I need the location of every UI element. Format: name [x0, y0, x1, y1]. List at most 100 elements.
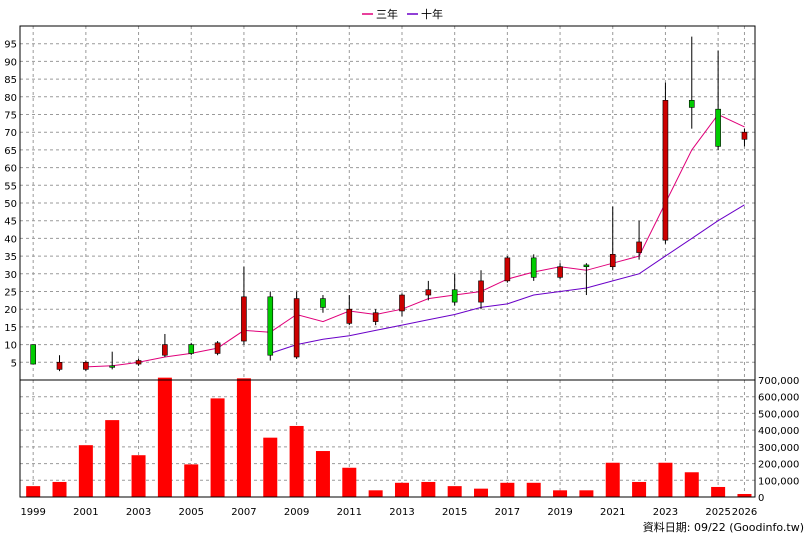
volume-bar	[526, 482, 541, 497]
volume-bar	[105, 420, 120, 497]
volume-bar	[184, 464, 199, 497]
volume-bar	[210, 398, 225, 497]
x-tick-label: 2005	[179, 507, 204, 518]
volume-panel-frame	[19, 379, 756, 498]
x-tick-label: 2003	[126, 507, 151, 518]
price-tick-label: 85	[4, 75, 17, 86]
price-tick-label: 80	[4, 93, 17, 104]
three-year-line	[85, 113, 745, 368]
candle-body	[688, 100, 695, 108]
x-tick-label: 2015	[442, 507, 467, 518]
price-tick-label: 50	[4, 199, 17, 210]
volume-bar	[78, 445, 93, 497]
volume-bar	[474, 488, 489, 497]
price-tick-label: 95	[4, 40, 17, 51]
volume-bar	[394, 482, 409, 497]
candle-body	[425, 289, 432, 296]
x-tick-label: 2013	[389, 507, 414, 518]
candle-body	[609, 254, 616, 268]
volume-bar	[632, 481, 647, 497]
x-tick-label: 2019	[547, 507, 572, 518]
candle-body	[109, 365, 116, 368]
volume-bar	[605, 462, 620, 497]
candle-body	[583, 264, 590, 268]
volume-tick-label: 0	[758, 493, 764, 504]
price-tick-label: 25	[4, 288, 17, 299]
source-footer: 資料日期: 09/22 (Goodinfo.tw)	[643, 520, 804, 534]
price-tick-label: 30	[4, 270, 17, 281]
volume-tick-label: 500,000	[758, 409, 799, 420]
volume-bar	[26, 486, 41, 497]
x-tick-label: 2009	[284, 507, 309, 518]
price-tick-label: 20	[4, 305, 17, 316]
volume-bar	[52, 481, 67, 497]
volume-bar	[236, 378, 251, 497]
x-tick-label: 2023	[653, 507, 678, 518]
candle-body	[188, 344, 195, 354]
candle-body	[241, 296, 247, 342]
candle-body	[320, 298, 326, 308]
volume-bar	[684, 472, 699, 497]
volume-bar	[500, 482, 515, 497]
candle-body	[530, 257, 537, 278]
candle-body	[451, 289, 458, 303]
x-tick-label: 2011	[337, 507, 362, 518]
candle-body	[372, 312, 379, 322]
candle-body	[30, 344, 36, 365]
candlesticks	[30, 36, 748, 372]
price-tick-label: 75	[4, 111, 17, 122]
x-tick-label: 2001	[73, 507, 98, 518]
candle-body	[557, 266, 563, 278]
candle-body	[214, 342, 221, 354]
price-tick-label: 10	[4, 341, 17, 352]
legend: 三年 十年	[362, 7, 443, 21]
legend-label-three-year: 三年	[376, 7, 398, 21]
candle-body	[135, 360, 142, 365]
volume-tick-label: 400,000	[758, 426, 799, 437]
volume-tick-label: 300,000	[758, 443, 799, 454]
candle-body	[83, 361, 89, 370]
candle-body	[293, 298, 300, 358]
price-tick-label: 40	[4, 234, 17, 245]
x-tick-label: 2017	[495, 507, 520, 518]
volume-bars	[26, 377, 752, 497]
candle-body	[504, 257, 511, 282]
volume-bar	[737, 493, 752, 497]
moving-average-lines	[85, 113, 745, 368]
x-tick-label: 2026	[732, 507, 757, 518]
legend-label-ten-year: 十年	[421, 7, 443, 21]
volume-bar	[447, 486, 462, 497]
volume-bar	[342, 467, 357, 497]
candle-body	[478, 280, 484, 303]
volume-tick-label: 200,000	[758, 460, 799, 471]
candle-body	[741, 131, 748, 140]
grid	[20, 26, 755, 497]
volume-bar	[658, 462, 673, 497]
volume-bar	[579, 490, 594, 497]
candle-body	[267, 296, 274, 356]
x-tick-label: 2025	[705, 507, 730, 518]
candle-body	[399, 294, 405, 312]
price-tick-label: 55	[4, 181, 17, 192]
candle-body	[162, 344, 168, 356]
candle-body	[715, 108, 721, 147]
volume-tick-label: 700,000	[758, 376, 799, 387]
volume-bar	[289, 425, 304, 497]
volume-bar	[131, 455, 146, 497]
price-tick-label: 15	[4, 323, 17, 334]
candle-body	[346, 308, 353, 324]
x-tick-label: 2007	[231, 507, 256, 518]
x-tick-label: 1999	[20, 507, 45, 518]
ten-year-line	[270, 204, 745, 354]
volume-tick-label: 600,000	[758, 393, 799, 404]
price-tick-label: 45	[4, 217, 17, 228]
volume-bar	[263, 437, 278, 497]
volume-bar	[157, 377, 172, 497]
volume-bar	[711, 486, 726, 497]
candle-body	[56, 361, 63, 370]
candle-body	[636, 241, 642, 253]
price-tick-label: 60	[4, 164, 17, 175]
volume-bar	[421, 481, 436, 497]
x-tick-label: 2021	[600, 507, 625, 518]
